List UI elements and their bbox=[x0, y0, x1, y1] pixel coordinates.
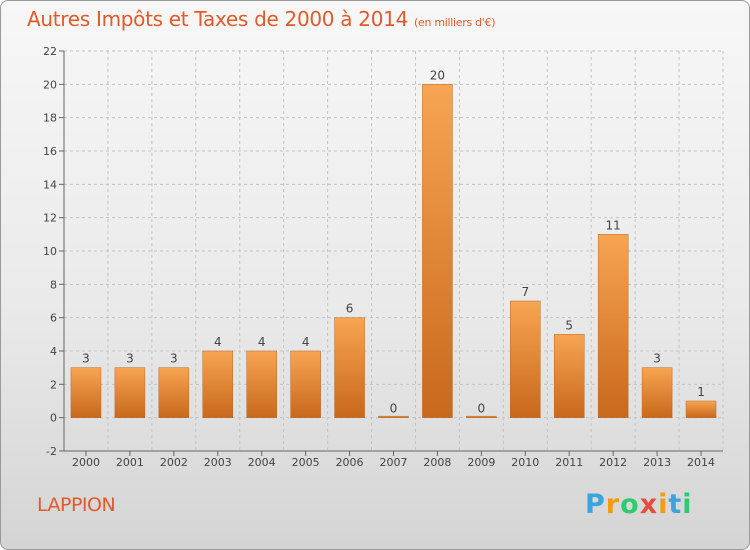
bar bbox=[290, 350, 321, 418]
data-label: 3 bbox=[653, 352, 661, 366]
x-tick-label: 2007 bbox=[380, 456, 408, 469]
bar bbox=[202, 350, 234, 418]
x-tick-labels: 2000 2001 2002 2003 2004 2005 2006 2007 2008 2009… bbox=[72, 456, 715, 469]
y-tick-label: 22 bbox=[43, 45, 57, 58]
data-label: 4 bbox=[214, 335, 222, 349]
bar bbox=[378, 415, 409, 418]
y-tick-label: 0 bbox=[50, 412, 57, 425]
logo-letter: t bbox=[668, 489, 683, 520]
logo-letter: i bbox=[682, 489, 693, 520]
y-tick-label: 4 bbox=[50, 345, 57, 358]
x-tick-label: 2001 bbox=[116, 456, 144, 469]
x-tick-label: 2009 bbox=[467, 456, 495, 469]
bar bbox=[641, 367, 673, 418]
bars bbox=[70, 84, 717, 418]
logo-letter: P bbox=[585, 489, 606, 520]
y-tick-label: 16 bbox=[43, 145, 57, 158]
data-label: 5 bbox=[565, 318, 573, 332]
x-tick-label: 2004 bbox=[248, 456, 276, 469]
bar bbox=[685, 400, 717, 418]
data-label: 1 bbox=[697, 385, 705, 399]
data-label: 4 bbox=[302, 335, 310, 349]
bar bbox=[70, 367, 102, 418]
bar bbox=[114, 367, 146, 418]
bar bbox=[246, 350, 277, 418]
x-tick-label: 2014 bbox=[687, 456, 715, 469]
data-label: 0 bbox=[390, 402, 398, 416]
logo-letter: i bbox=[658, 489, 669, 520]
data-label: 4 bbox=[258, 335, 266, 349]
x-tick-label: 2000 bbox=[72, 456, 100, 469]
data-label: 3 bbox=[82, 352, 90, 366]
data-label: 3 bbox=[170, 352, 178, 366]
data-labels: 3 3 3 4 4 4 6 0 20 0 7 5 11 3 1 bbox=[82, 68, 705, 415]
x-tick-label: 2012 bbox=[599, 456, 627, 469]
bar bbox=[466, 415, 497, 418]
data-label: 3 bbox=[126, 352, 134, 366]
chart-subtitle: (en milliers d'€) bbox=[414, 16, 496, 29]
x-tick-label: 2010 bbox=[511, 456, 539, 469]
x-tick-label: 2003 bbox=[204, 456, 232, 469]
bar bbox=[422, 84, 453, 418]
y-tick-label: 10 bbox=[43, 245, 57, 258]
y-tick-label: 8 bbox=[50, 278, 57, 291]
data-label: 11 bbox=[606, 218, 621, 232]
y-tick-label: 14 bbox=[43, 178, 57, 191]
data-label: 6 bbox=[346, 302, 354, 316]
x-tick-label: 2008 bbox=[423, 456, 451, 469]
bar bbox=[334, 317, 365, 418]
y-tick-label: 20 bbox=[43, 78, 57, 91]
x-tick-label: 2002 bbox=[160, 456, 188, 469]
logo-letter: r bbox=[605, 489, 621, 520]
axes bbox=[59, 50, 723, 456]
title-text: Autres Impôts et Taxes de 2000 à 2014 bbox=[27, 7, 408, 31]
x-tick-label: 2013 bbox=[643, 456, 671, 469]
bar bbox=[510, 300, 541, 418]
y-tick-label: 2 bbox=[50, 378, 57, 391]
y-tick-label: 18 bbox=[43, 112, 57, 125]
bar bbox=[597, 234, 629, 418]
chart-title: Autres Impôts et Taxes de 2000 à 2014 (en… bbox=[27, 7, 495, 31]
data-label: 0 bbox=[478, 402, 486, 416]
x-tick-label: 2005 bbox=[292, 456, 320, 469]
proxiti-logo: Proxiti bbox=[585, 489, 693, 520]
y-tick-label: -2 bbox=[46, 445, 57, 458]
data-label: 20 bbox=[430, 68, 445, 82]
data-label: 7 bbox=[521, 285, 529, 299]
y-tick-labels: -2 0 2 4 6 8 10 12 14 16 18 20 22 bbox=[43, 45, 57, 458]
logo-letter: o bbox=[620, 489, 640, 520]
city-name: LAPPION bbox=[37, 494, 116, 516]
x-tick-label: 2006 bbox=[336, 456, 364, 469]
logo-letter: x bbox=[639, 489, 659, 520]
y-tick-label: 12 bbox=[43, 212, 57, 225]
x-tick-label: 2011 bbox=[555, 456, 583, 469]
y-tick-label: 6 bbox=[50, 312, 57, 325]
bar bbox=[158, 367, 190, 418]
bar bbox=[553, 334, 585, 418]
